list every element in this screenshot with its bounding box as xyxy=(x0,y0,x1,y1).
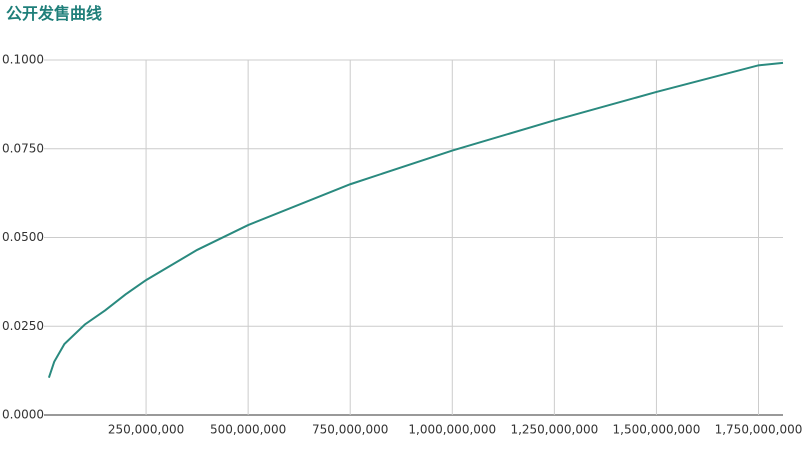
y-tick-label: 0.0000 xyxy=(2,408,44,422)
x-tick-label: 500,000,000 xyxy=(210,423,286,437)
line-series xyxy=(47,61,784,379)
x-tick-label: 1,250,000,000 xyxy=(510,423,598,437)
x-tick-label: 750,000,000 xyxy=(312,423,388,437)
x-tick-label: 1,500,000,000 xyxy=(613,423,701,437)
x-tick-label: 250,000,000 xyxy=(108,423,184,437)
y-tick-label: 0.0750 xyxy=(2,141,44,155)
chart-title: 公开发售曲线 xyxy=(6,4,102,23)
x-tick-label: 1,750,000,000 xyxy=(715,423,803,437)
y-tick-label: 0.1000 xyxy=(2,53,44,67)
x-tick-label: 1,000,000,000 xyxy=(408,423,496,437)
y-tick-label: 0.0500 xyxy=(2,230,44,244)
y-tick-label: 0.0250 xyxy=(2,319,44,333)
